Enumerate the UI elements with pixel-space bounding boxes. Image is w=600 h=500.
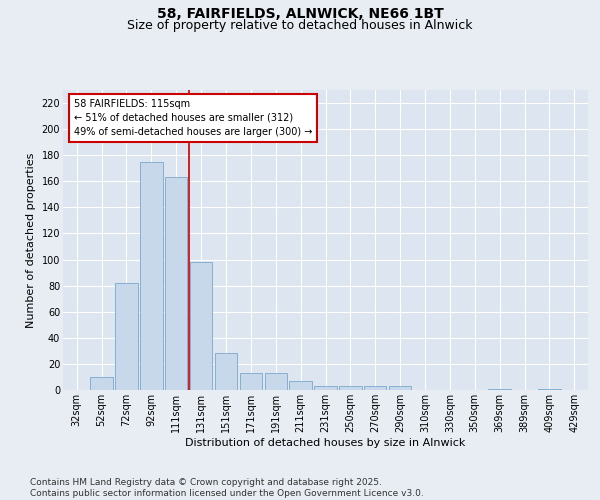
Text: 58, FAIRFIELDS, ALNWICK, NE66 1BT: 58, FAIRFIELDS, ALNWICK, NE66 1BT — [157, 8, 443, 22]
Bar — [215, 354, 237, 390]
Text: 58 FAIRFIELDS: 115sqm
← 51% of detached houses are smaller (312)
49% of semi-det: 58 FAIRFIELDS: 115sqm ← 51% of detached … — [74, 99, 312, 137]
Bar — [239, 373, 262, 390]
Bar — [289, 381, 312, 390]
Bar — [339, 386, 362, 390]
Bar — [165, 178, 187, 390]
Text: Contains HM Land Registry data © Crown copyright and database right 2025.
Contai: Contains HM Land Registry data © Crown c… — [30, 478, 424, 498]
Bar — [140, 162, 163, 390]
Bar — [538, 388, 560, 390]
X-axis label: Distribution of detached houses by size in Alnwick: Distribution of detached houses by size … — [185, 438, 466, 448]
Bar — [265, 373, 287, 390]
Bar — [91, 377, 113, 390]
Bar — [488, 388, 511, 390]
Y-axis label: Number of detached properties: Number of detached properties — [26, 152, 36, 328]
Bar — [389, 386, 412, 390]
Bar — [190, 262, 212, 390]
Bar — [314, 386, 337, 390]
Text: Size of property relative to detached houses in Alnwick: Size of property relative to detached ho… — [127, 19, 473, 32]
Bar — [115, 283, 137, 390]
Bar — [364, 386, 386, 390]
